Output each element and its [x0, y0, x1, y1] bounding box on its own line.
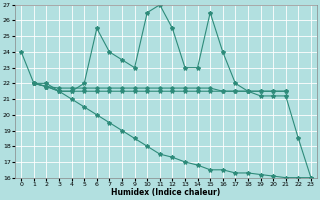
X-axis label: Humidex (Indice chaleur): Humidex (Indice chaleur) [111, 188, 221, 197]
